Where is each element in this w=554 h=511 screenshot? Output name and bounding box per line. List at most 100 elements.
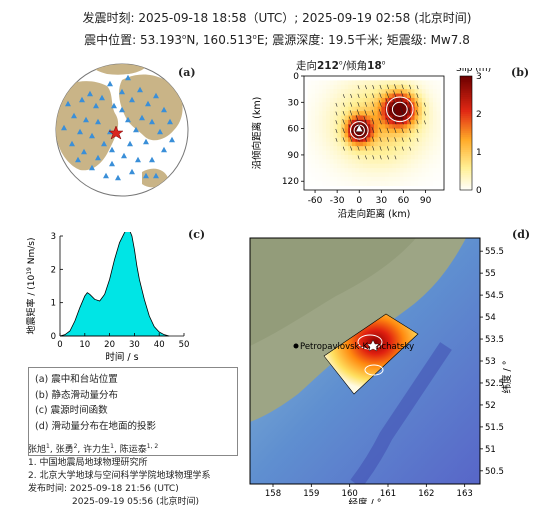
slip-cell: [340, 89, 346, 95]
slip-cell: [333, 93, 338, 99]
colorbar-step: [460, 104, 472, 107]
y-axis-label: 地震矩率 / (1019 Nm/s): [25, 238, 37, 335]
legend-item: (c) 震源时间函数: [35, 405, 108, 416]
slip-cell: [377, 102, 382, 108]
slip-cell: [432, 163, 438, 169]
slip-cell: [429, 84, 434, 90]
slip-cell: [366, 181, 371, 187]
slip-cell: [318, 150, 323, 156]
slip-vector: [364, 109, 367, 116]
slip-cell: [407, 168, 412, 173]
slip-cell: [403, 133, 408, 138]
slip-cell: [436, 163, 441, 169]
degree-mark: o: [338, 59, 343, 67]
slip-cell: [396, 146, 401, 152]
colorbar-step: [460, 108, 472, 111]
slip-cell: [362, 137, 368, 143]
slip-cell: [388, 154, 393, 160]
slip-cell: [377, 93, 382, 99]
slip-cell: [421, 168, 427, 173]
slip-cell: [329, 102, 334, 108]
slip-cell: [425, 124, 430, 130]
slip-cell: [366, 115, 371, 121]
slip-vector: [401, 137, 404, 142]
station-triangle-icon: [125, 74, 131, 81]
slip-cell: [318, 111, 323, 116]
slip-cell: [381, 102, 386, 108]
slip-cell: [348, 159, 353, 165]
slip-vector: [342, 146, 345, 151]
slip-cell: [326, 154, 331, 160]
slip-cell: [374, 119, 379, 125]
slip-cell: [362, 181, 368, 187]
slip-cell: [429, 97, 434, 103]
slip-cell: [307, 159, 312, 165]
station-triangle-icon: [77, 128, 83, 135]
slip-cell: [381, 146, 386, 152]
colorbar-step: [460, 172, 472, 176]
slip-cell: [344, 89, 349, 95]
slip-cell: [432, 154, 438, 160]
slip-cell: [307, 176, 312, 182]
colorbar-step: [460, 186, 472, 189]
slip-cell: [403, 159, 408, 165]
colorbar-step: [460, 123, 472, 126]
slip-vector: [372, 93, 375, 99]
slip-cell: [318, 154, 323, 160]
slip-cell: [348, 141, 353, 147]
degree-mark: o: [381, 59, 386, 67]
slip-cell: [381, 111, 386, 116]
slip-cell: [396, 154, 401, 160]
station-triangle-icon: [95, 154, 101, 161]
slip-cell: [410, 154, 416, 160]
slip-cell: [374, 146, 379, 152]
slip-cell: [388, 128, 393, 134]
slip-cell: [407, 181, 412, 187]
land-shade: [250, 238, 416, 346]
slip-cell: [396, 80, 401, 86]
slip-cell: [355, 141, 360, 147]
colorbar-step: [460, 152, 472, 155]
slip-cell: [322, 150, 327, 156]
degree-mark: o: [182, 33, 187, 41]
slip-cell: [425, 102, 430, 108]
slip-cell: [355, 97, 360, 103]
slip-cell: [399, 97, 404, 103]
slip-cell: [418, 128, 423, 134]
slip-cell: [396, 128, 401, 134]
slip-cell: [333, 137, 338, 143]
legend-item: (a) 震中和台站位置: [35, 374, 118, 385]
asia-land: [119, 74, 183, 141]
slip-cell: [315, 80, 320, 86]
slip-cell: [396, 163, 401, 169]
slip-cell: [348, 133, 353, 138]
slip-cell: [425, 111, 430, 116]
slip-cell: [329, 89, 334, 95]
slip-cell: [355, 159, 360, 165]
y-tick-label: 50.5: [485, 467, 504, 477]
slip-cell: [351, 119, 357, 125]
slip-cell: [337, 124, 342, 130]
slip-cell: [399, 159, 404, 165]
slip-cell: [362, 84, 368, 90]
slip-cell: [337, 159, 342, 165]
slip-cell: [362, 168, 368, 173]
colorbar-step: [460, 144, 472, 147]
x-tick-label: 161: [380, 489, 396, 499]
slip-cell: [326, 124, 331, 130]
slip-cell: [377, 128, 382, 134]
slip-cell: [421, 141, 427, 147]
slip-vector: [416, 85, 419, 90]
slip-cell: [322, 163, 327, 169]
station-triangle-icon: [157, 128, 163, 135]
slip-cell: [399, 106, 404, 112]
slip-cell: [329, 128, 334, 134]
slip-cell: [344, 176, 349, 182]
slip-cell: [381, 84, 386, 90]
slip-cell: [392, 159, 397, 165]
slip-cell: [359, 115, 364, 121]
slip-cell: [348, 163, 353, 169]
slip-cell: [399, 89, 404, 95]
y-tick-label: 55: [485, 269, 496, 279]
slip-cell: [344, 150, 349, 156]
